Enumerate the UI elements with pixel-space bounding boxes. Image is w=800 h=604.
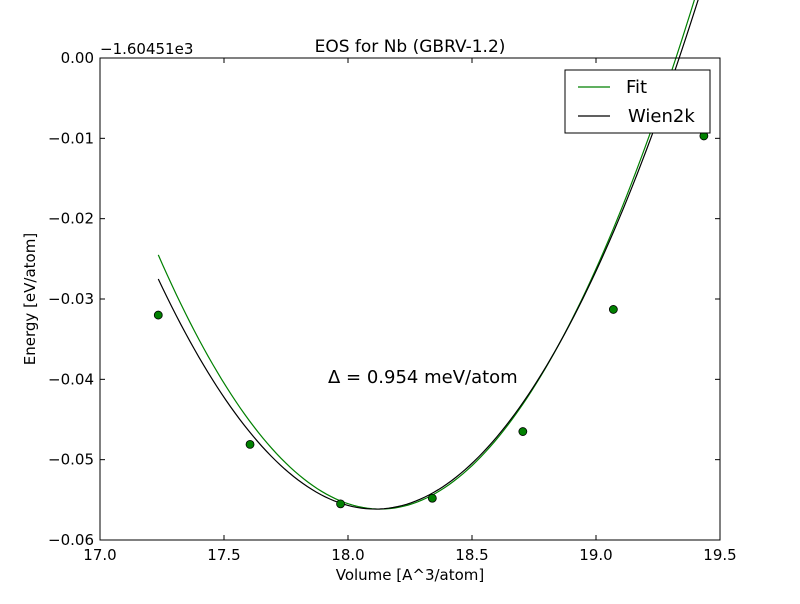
series-line-wien2k: [157, 0, 699, 510]
plot-frame: [100, 58, 720, 540]
y-axis-label: Energy [eV/atom]: [21, 233, 39, 365]
legend-box: [564, 69, 711, 134]
data-point: [153, 310, 163, 320]
chart-title: EOS for Nb (GBRV-1.2): [315, 37, 506, 57]
legend-wien2k-label: Wien2k: [628, 106, 695, 127]
y-tick-label: 0.00: [61, 49, 94, 67]
data-point: [427, 493, 437, 503]
x-tick-label: 18.0: [331, 546, 364, 564]
data-point: [336, 499, 345, 509]
y-tick-label: −0.04: [48, 370, 94, 388]
y-tick-label: −0.05: [48, 451, 94, 469]
data-point: [518, 427, 528, 436]
y-tick-label: −0.02: [48, 210, 94, 228]
ticks-layer: 17.0 17.5 18.0 18.5 19.0 19.5 0.00 −0.01 −0.02 −0…: [48, 49, 737, 564]
data-point: [245, 440, 255, 449]
x-tick-label: 19.5: [703, 546, 736, 564]
data-point: [608, 305, 618, 314]
y-tick-label: −0.03: [48, 290, 94, 308]
x-tick-label: 17.0: [83, 546, 116, 564]
legend-fit-label: Fit: [626, 77, 647, 98]
x-tick-label: 19.0: [579, 546, 612, 564]
x-axis-label: Volume [A^3/atom]: [336, 566, 485, 584]
y-tick-label: −0.06: [48, 531, 94, 549]
legend: Fit Wien2k: [564, 69, 711, 134]
plot-area: [100, 58, 720, 540]
y-offset-label: −1.60451e3: [100, 40, 193, 58]
y-tick-label: −0.01: [48, 129, 94, 147]
x-tick-label: 17.5: [207, 546, 240, 564]
x-tick-label: 18.5: [455, 546, 488, 564]
points-layer: [153, 131, 709, 509]
delta-annotation: Δ = 0.954 meV/atom: [328, 367, 518, 388]
